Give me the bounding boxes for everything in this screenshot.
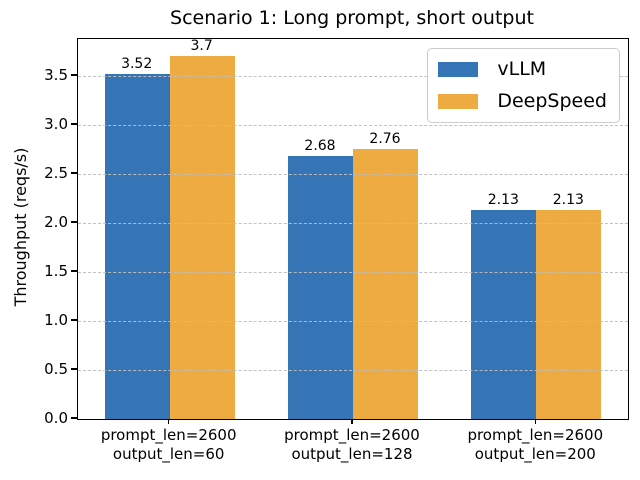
gridline-y-2: [78, 223, 628, 224]
y-tick-mark: [71, 172, 77, 174]
y-tick-label: 3.5: [44, 65, 68, 84]
y-tick-label: 2.0: [44, 212, 68, 231]
x-tick-label-group2: prompt_len=2600 output_len=128: [284, 426, 420, 463]
y-tick-mark: [71, 74, 77, 76]
x-tick-mark: [351, 419, 353, 424]
x-tick-label-group3: prompt_len=2600 output_len=200: [467, 426, 604, 463]
y-tick-label: 1.0: [44, 310, 68, 329]
bar-value-label: 3.7: [190, 38, 213, 55]
legend-label: DeepSpeed: [497, 90, 607, 112]
gridline-y-0.5: [78, 370, 628, 371]
bar-DeepSpeed-group1: [169, 56, 235, 419]
bar-DeepSpeed-group3: [536, 210, 602, 419]
y-tick-mark: [71, 319, 77, 321]
y-tick-mark: [71, 221, 77, 223]
bar-value-label: 2.76: [369, 130, 401, 147]
legend-swatch-vLLM: [438, 62, 479, 77]
x-tick-mark: [534, 419, 536, 424]
legend-label: vLLM: [497, 58, 547, 80]
gridline-y-1.5: [78, 272, 628, 273]
y-tick-label: 1.5: [44, 261, 68, 280]
y-tick-label: 0.5: [44, 359, 68, 378]
bar-vLLM-group2: [288, 156, 353, 419]
y-tick-label: 3.0: [44, 114, 68, 133]
gridline-y-3: [78, 125, 628, 126]
legend-swatch-DeepSpeed: [438, 94, 479, 109]
legend-entry-vLLM: vLLM: [438, 58, 607, 81]
gridline-y-1: [78, 321, 628, 322]
y-tick-label: 0.0: [44, 408, 68, 427]
bar-vLLM-group1: [104, 74, 170, 419]
gridline-y-2.5: [78, 174, 628, 175]
bar-value-label: 2.68: [304, 138, 336, 155]
y-tick-mark: [71, 270, 77, 272]
plot-area: 3.52 2.68 2.13 3.7 2.76 2.13 vLLM DeepSpeed: [77, 38, 629, 420]
x-tick-mark: [168, 419, 170, 424]
y-tick-mark: [71, 368, 77, 370]
gridline-y-3.5: [78, 76, 628, 77]
bar-value-label: 3.52: [121, 56, 153, 73]
y-tick-mark: [71, 123, 77, 125]
legend: vLLM DeepSpeed: [427, 48, 620, 123]
bar-value-label: 2.13: [487, 192, 519, 209]
bar-DeepSpeed-group2: [353, 148, 418, 419]
y-tick-label: 2.5: [44, 163, 68, 182]
legend-entry-DeepSpeed: DeepSpeed: [438, 90, 607, 113]
x-tick-label-group1: prompt_len=2600 output_len=60: [100, 426, 237, 463]
bar-value-label: 2.13: [552, 192, 584, 209]
y-tick-mark: [71, 417, 77, 419]
bar-vLLM-group3: [471, 210, 537, 419]
chart-title: Scenario 1: Long prompt, short output: [170, 7, 534, 29]
